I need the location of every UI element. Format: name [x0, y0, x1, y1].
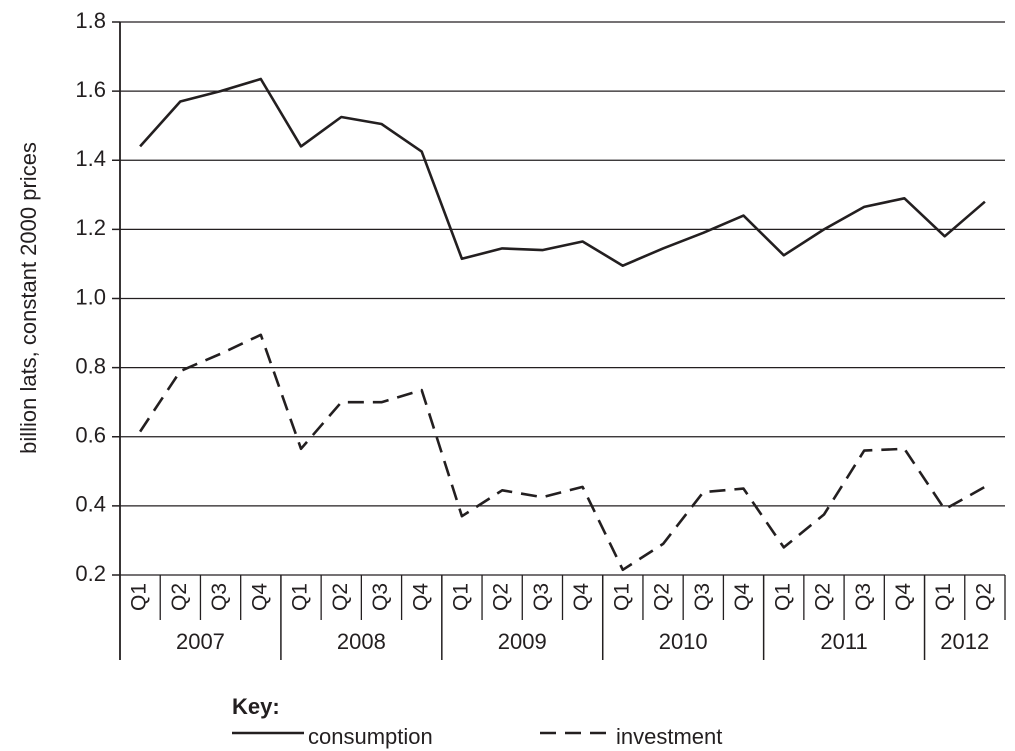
year-label: 2007 [176, 629, 225, 654]
x-tick-label: Q2 [812, 583, 835, 611]
legend-label: consumption [308, 724, 433, 749]
x-tick-label: Q2 [329, 583, 352, 611]
year-label: 2008 [337, 629, 386, 654]
x-tick-label: Q2 [972, 583, 995, 611]
year-label: 2010 [659, 629, 708, 654]
x-tick-label: Q3 [852, 583, 875, 611]
y-tick-label: 0.6 [75, 423, 106, 448]
x-tick-label: Q4 [409, 583, 432, 611]
y-axis-label: billion lats, constant 2000 prices [16, 142, 41, 454]
series-line [139, 77, 986, 267]
x-tick-label: Q3 [691, 583, 714, 611]
year-label: 2012 [940, 629, 989, 654]
x-tick-label: Q1 [128, 583, 151, 611]
year-label: 2011 [820, 629, 867, 654]
x-tick-label: Q4 [892, 583, 915, 611]
y-tick-label: 1.4 [75, 146, 106, 171]
y-tick-label: 1.0 [75, 284, 106, 309]
x-tick-label: Q4 [731, 583, 754, 611]
x-tick-label: Q1 [771, 583, 794, 611]
x-tick-label: Q1 [449, 583, 472, 611]
y-tick-label: 1.6 [75, 77, 106, 102]
y-tick-label: 0.8 [75, 353, 106, 378]
x-tick-label: Q4 [570, 583, 593, 611]
y-tick-label: 0.2 [75, 561, 106, 586]
x-tick-label: Q4 [248, 583, 271, 611]
x-tick-label: Q1 [932, 583, 955, 611]
x-tick-label: Q3 [369, 583, 392, 611]
legend-label: investment [616, 724, 722, 749]
y-tick-label: 1.2 [75, 215, 106, 240]
x-tick-label: Q3 [530, 583, 553, 611]
y-tick-label: 1.8 [75, 8, 106, 33]
x-tick-label: Q2 [651, 583, 674, 611]
y-tick-label: 0.4 [75, 492, 106, 517]
x-tick-label: Q1 [289, 583, 312, 611]
series-line [139, 333, 986, 572]
x-tick-label: Q2 [490, 583, 513, 611]
x-tick-label: Q3 [208, 583, 231, 611]
year-label: 2009 [498, 629, 547, 654]
x-tick-label: Q1 [610, 583, 633, 611]
legend-title: Key: [232, 694, 280, 719]
x-tick-label: Q2 [168, 583, 191, 611]
